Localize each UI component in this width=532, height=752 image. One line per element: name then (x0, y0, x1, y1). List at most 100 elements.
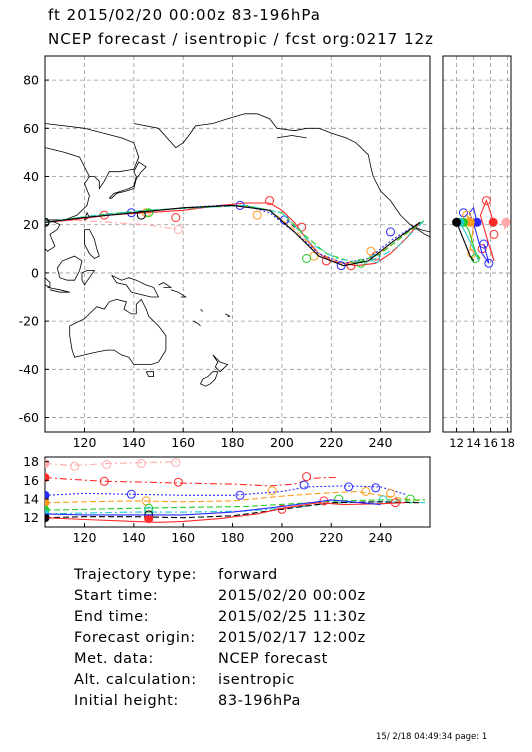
coastline (84, 229, 100, 259)
height-time-panel: 120 140 160 180 200 220 240 12 14 16 18 (23, 454, 431, 545)
coastlines (45, 113, 430, 387)
trajectory-marker-orange (141, 208, 151, 218)
y-tick-label: -40 (19, 362, 39, 377)
coastline (111, 274, 160, 298)
trajectory-marker-red (297, 222, 307, 232)
info-value: forward (218, 567, 278, 583)
coastline (56, 255, 83, 281)
coastline (69, 298, 167, 365)
trajectory-line-blue (45, 499, 381, 516)
x-tick-label: 220 (319, 435, 343, 450)
info-value: 2015/02/17 12:00z (218, 630, 366, 646)
trajectory-line-cyan (459, 222, 480, 262)
info-label: Start time: (74, 588, 159, 604)
trajectory-marker-red (489, 229, 499, 239)
info-label: Initial height: (74, 693, 179, 709)
coastline (200, 308, 204, 312)
trajectory-marker-blue (299, 480, 309, 490)
trajectory-marker-red (390, 498, 400, 508)
trajectory-marker-red (277, 504, 287, 514)
trajectory-line-black (45, 204, 421, 267)
trajectory-marker-orange (366, 246, 376, 256)
x-tick-label: 180 (221, 435, 245, 450)
coastline (45, 219, 61, 252)
trajectory-marker-red (173, 477, 183, 487)
y-tick-label: 60 (23, 121, 39, 136)
info-label: Met. data: (74, 651, 154, 667)
trajectory-line-green (45, 499, 426, 511)
chart-title-line2: NCEP forecast / isentropic / fcst org:02… (48, 30, 434, 48)
coastline (47, 287, 70, 293)
info-label: Forecast origin: (74, 630, 196, 646)
coastline (108, 161, 147, 199)
coastline (81, 270, 96, 286)
trajectory-marker-black (136, 210, 146, 220)
x-tick-label: 220 (319, 530, 343, 545)
trajectory-marker-pink (136, 459, 146, 468)
trajectory-marker-red (302, 472, 312, 482)
x-tick-label: 140 (122, 530, 146, 545)
trajectory-marker-red (488, 217, 498, 227)
coastline (199, 371, 219, 387)
trajectory-marker-pink (501, 217, 511, 227)
trajectory-marker-red (144, 514, 154, 524)
y-tick-label: 80 (23, 73, 39, 88)
trajectory-marker-pink (70, 461, 80, 471)
info-value: 2015/02/25 11:30z (218, 609, 366, 625)
trajectory-marker-orange (252, 210, 262, 220)
trajectory-line-red (479, 199, 495, 262)
trajectory-marker-green (302, 254, 312, 263)
trajectory-marker-red (99, 476, 109, 486)
x-tick-label: 240 (369, 435, 393, 450)
trajectory-marker-blue (235, 490, 245, 500)
x-tick-label: 180 (221, 530, 245, 545)
x-tick-label: 240 (369, 530, 393, 545)
info-label: End time: (74, 609, 150, 625)
info-label: Trajectory type: (74, 567, 198, 583)
x-tick-label: 200 (270, 530, 294, 545)
x-tick-label: 12 (449, 436, 464, 450)
plot-frame (442, 55, 512, 433)
y-tick-label: 0 (31, 265, 39, 280)
x-tick-label: 18 (500, 436, 515, 450)
x-tick-label: 160 (171, 530, 195, 545)
trajectory-marker-orange (267, 486, 277, 496)
trajectory-marker-green (334, 494, 344, 504)
map-panel: 120 140 160 180 200 220 240 -60 -40 -20 0 20 40 60 80 (19, 55, 431, 450)
coastline (225, 313, 231, 317)
trajectory-marker-blue (386, 227, 395, 237)
coastline (276, 135, 307, 139)
y-tick-label: 16 (23, 473, 39, 488)
x-tick-label: 14 (466, 436, 481, 450)
info-value: 2015/02/20 00:00z (218, 588, 366, 604)
trajectory-marker-black (452, 217, 462, 227)
y-tick-label: -60 (19, 410, 39, 425)
x-tick-label: 160 (171, 435, 195, 450)
trajectory-line-red (45, 476, 339, 487)
trajectory-marker-orange (462, 210, 472, 220)
trajectory-marker-orange (361, 487, 371, 496)
y-tick-label: 12 (23, 510, 39, 525)
coastline (158, 282, 173, 288)
trajectory-marker-red (481, 196, 491, 206)
coastline (212, 354, 229, 373)
coastline (192, 320, 201, 327)
trajectory-line-red (45, 502, 406, 523)
coastline (170, 289, 188, 298)
series-group (452, 196, 511, 268)
trajectory-marker-blue (479, 239, 489, 249)
coastline (45, 147, 90, 221)
trajectory-marker-pink (171, 458, 181, 468)
trajectory-marker-pink (173, 225, 183, 234)
y-tick-label: 40 (23, 169, 39, 184)
trajectory-marker-blue (484, 258, 494, 268)
footer-timestamp: 15/ 2/18 04:49:34 page: 1 (376, 732, 488, 742)
trajectory-line-orange (45, 490, 421, 504)
info-label: Alt. calculation: (74, 672, 197, 688)
trajectory-marker-green (405, 494, 415, 504)
coastline (145, 371, 154, 377)
trajectory-line-black (45, 501, 421, 519)
series-group (45, 458, 426, 524)
trajectory-marker-red (171, 213, 181, 222)
trajectory-marker-black (45, 217, 50, 227)
